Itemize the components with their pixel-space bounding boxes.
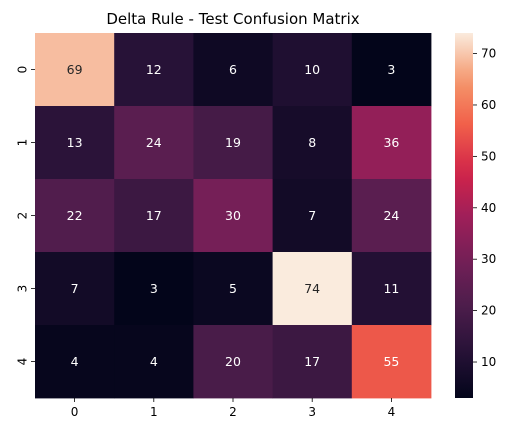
heatmap-cell (272, 33, 353, 107)
heatmap-cell (193, 252, 273, 326)
colorbar-tick-label: 30 (481, 252, 496, 266)
colorbar-tick-label: 70 (481, 47, 496, 61)
heatmap-cell (35, 106, 115, 180)
heatmap-cell (114, 106, 194, 180)
chart-title: Delta Rule - Test Confusion Matrix (106, 10, 359, 28)
cell-value-label: 10 (304, 62, 320, 77)
cell-value-label: 11 (383, 281, 399, 296)
cell-value-label: 30 (225, 208, 241, 223)
heatmap-cell (114, 33, 194, 107)
heatmap-cell (114, 179, 194, 253)
cell-value-label: 6 (229, 62, 237, 77)
heatmap-cell (193, 179, 273, 253)
heatmap-cell (35, 33, 115, 107)
x-axis: 0 1 2 3 4 (71, 398, 395, 419)
cell-value-label: 24 (383, 208, 399, 223)
heatmap-cell (193, 33, 273, 107)
y-axis: 0 1 2 3 4 (16, 66, 35, 366)
cell-value-label: 19 (225, 135, 241, 150)
heatmap-cell (351, 252, 432, 326)
heatmap-cell (272, 252, 353, 326)
heatmap-cell (351, 325, 432, 399)
cell-value-label: 5 (229, 281, 237, 296)
cell-value-label: 3 (387, 62, 395, 77)
x-tick-label: 4 (388, 405, 396, 419)
heatmap-cell (114, 252, 194, 326)
heatmap-cell (35, 252, 115, 326)
colorbar-tick-label: 20 (481, 304, 496, 318)
cell-value-label: 17 (146, 208, 162, 223)
colorbar-tick-label: 40 (481, 201, 496, 215)
colorbar (455, 33, 473, 398)
x-tick-label: 3 (308, 405, 316, 419)
heatmap-cell (35, 325, 115, 399)
cell-value-label: 17 (304, 354, 320, 369)
cell-value-label: 3 (150, 281, 158, 296)
cell-value-label: 7 (71, 281, 79, 296)
cell-value-label: 69 (67, 62, 83, 77)
colorbar-tick-label: 60 (481, 98, 496, 112)
cell-value-label: 74 (304, 281, 320, 296)
colorbar-tick-label: 50 (481, 149, 496, 163)
cell-value-label: 36 (383, 135, 399, 150)
heatmap-cell (114, 325, 194, 399)
colorbar-axis: 10 20 30 40 50 60 70 (473, 47, 496, 369)
colorbar-tick-label: 10 (481, 355, 496, 369)
heatmap-cell (193, 106, 273, 180)
heatmap-cell (272, 106, 353, 180)
x-tick-label: 1 (150, 405, 158, 419)
heatmap-cells: 69 12 6 10 3 13 24 19 8 36 22 17 30 7 24 7 3 5 74 11 4 4 20 17 5… (35, 33, 432, 399)
cell-value-label: 8 (308, 135, 316, 150)
cell-value-label: 24 (146, 135, 162, 150)
cell-value-label: 55 (383, 354, 399, 369)
cell-value-label: 20 (225, 354, 241, 369)
y-tick-label: 3 (16, 285, 30, 293)
cell-value-label: 7 (308, 208, 316, 223)
y-tick-label: 2 (16, 212, 30, 220)
cell-value-label: 4 (71, 354, 79, 369)
cell-value-label: 12 (146, 62, 162, 77)
x-tick-label: 0 (71, 405, 79, 419)
x-tick-label: 2 (229, 405, 237, 419)
heatmap-cell (193, 325, 273, 399)
y-tick-label: 1 (16, 139, 30, 147)
y-tick-label: 0 (16, 66, 30, 74)
heatmap-cell (351, 106, 432, 180)
heatmap-cell (351, 33, 432, 107)
cell-value-label: 4 (150, 354, 158, 369)
heatmap-cell (272, 179, 353, 253)
heatmap-cell (351, 179, 432, 253)
colorbar-gradient (455, 33, 473, 398)
cell-value-label: 22 (67, 208, 83, 223)
y-tick-label: 4 (16, 358, 30, 366)
heatmap-cell (35, 179, 115, 253)
cell-value-label: 13 (67, 135, 83, 150)
heatmap-cell (272, 325, 353, 399)
